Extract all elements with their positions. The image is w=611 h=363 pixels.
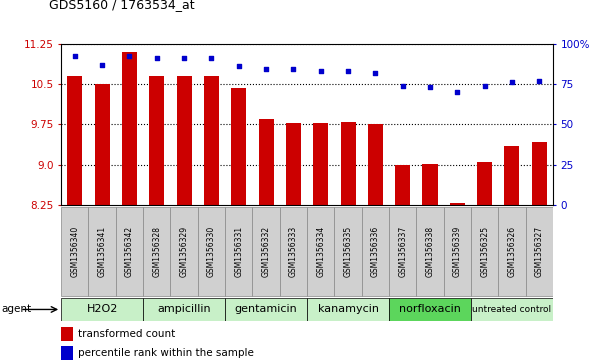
Text: GSM1356335: GSM1356335: [343, 226, 353, 277]
Text: GSM1356328: GSM1356328: [152, 226, 161, 277]
Text: GSM1356330: GSM1356330: [207, 226, 216, 277]
Point: [207, 55, 216, 61]
Bar: [67, 76, 82, 205]
Bar: [368, 124, 383, 205]
Text: agent: agent: [2, 305, 32, 314]
Point: [316, 68, 326, 74]
Point: [507, 79, 517, 85]
Point: [97, 62, 107, 68]
Bar: [143, 298, 225, 321]
Point: [370, 70, 380, 76]
Text: GSM1356342: GSM1356342: [125, 226, 134, 277]
Text: GSM1356337: GSM1356337: [398, 226, 407, 277]
Text: GSM1356339: GSM1356339: [453, 226, 462, 277]
Bar: [307, 298, 389, 321]
Text: GSM1356326: GSM1356326: [508, 226, 516, 277]
Bar: [280, 207, 307, 296]
Bar: [307, 207, 334, 296]
Bar: [286, 123, 301, 205]
Point: [261, 66, 271, 72]
Bar: [499, 207, 525, 296]
Text: transformed count: transformed count: [78, 329, 175, 339]
Text: kanamycin: kanamycin: [318, 305, 379, 314]
Bar: [444, 207, 471, 296]
Point: [535, 78, 544, 83]
Text: gentamicin: gentamicin: [235, 305, 298, 314]
Bar: [525, 207, 553, 296]
Bar: [532, 142, 547, 205]
Point: [70, 54, 79, 60]
Bar: [422, 164, 437, 205]
Text: GSM1356325: GSM1356325: [480, 226, 489, 277]
Text: GDS5160 / 1763534_at: GDS5160 / 1763534_at: [49, 0, 194, 11]
Text: H2O2: H2O2: [86, 305, 118, 314]
Bar: [416, 207, 444, 296]
Point: [398, 83, 408, 89]
Text: GSM1356332: GSM1356332: [262, 226, 271, 277]
Bar: [115, 207, 143, 296]
Text: GSM1356331: GSM1356331: [234, 226, 243, 277]
Bar: [225, 298, 307, 321]
Text: GSM1356338: GSM1356338: [425, 226, 434, 277]
Bar: [450, 204, 465, 205]
Text: GSM1356340: GSM1356340: [70, 226, 79, 277]
Bar: [61, 327, 73, 341]
Bar: [122, 52, 137, 205]
Point: [452, 89, 462, 95]
Bar: [258, 119, 274, 205]
Bar: [143, 207, 170, 296]
Bar: [505, 146, 519, 205]
Point: [343, 68, 353, 74]
Bar: [252, 207, 280, 296]
Bar: [389, 207, 416, 296]
Bar: [313, 123, 328, 205]
Bar: [231, 88, 246, 205]
Bar: [362, 207, 389, 296]
Text: GSM1356341: GSM1356341: [98, 226, 106, 277]
Bar: [61, 346, 73, 360]
Bar: [170, 207, 198, 296]
Text: GSM1356329: GSM1356329: [180, 226, 189, 277]
Point: [152, 55, 162, 61]
Text: norfloxacin: norfloxacin: [399, 305, 461, 314]
Text: untreated control: untreated control: [472, 305, 552, 314]
Bar: [149, 76, 164, 205]
Bar: [334, 207, 362, 296]
Point: [425, 84, 435, 90]
Point: [288, 66, 298, 72]
Bar: [177, 76, 192, 205]
Bar: [395, 165, 410, 205]
Bar: [89, 207, 115, 296]
Bar: [61, 207, 89, 296]
Bar: [471, 298, 553, 321]
Point: [480, 83, 489, 89]
Point: [179, 55, 189, 61]
Bar: [225, 207, 252, 296]
Bar: [477, 162, 492, 205]
Bar: [389, 298, 471, 321]
Text: GSM1356327: GSM1356327: [535, 226, 544, 277]
Point: [125, 54, 134, 60]
Bar: [61, 298, 143, 321]
Bar: [198, 207, 225, 296]
Bar: [471, 207, 499, 296]
Text: ampicillin: ampicillin: [157, 305, 211, 314]
Text: GSM1356336: GSM1356336: [371, 226, 380, 277]
Text: percentile rank within the sample: percentile rank within the sample: [78, 348, 254, 358]
Point: [234, 63, 244, 69]
Bar: [95, 84, 109, 205]
Text: GSM1356334: GSM1356334: [316, 226, 325, 277]
Bar: [340, 122, 356, 205]
Text: GSM1356333: GSM1356333: [289, 226, 298, 277]
Bar: [204, 76, 219, 205]
